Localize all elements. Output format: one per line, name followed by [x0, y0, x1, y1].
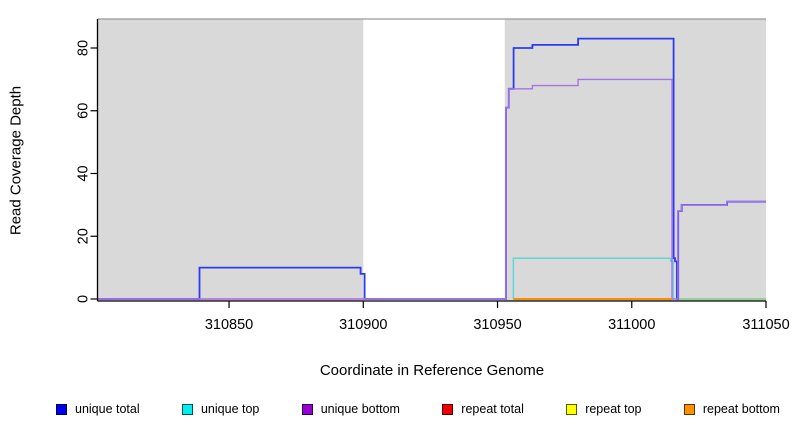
legend-swatch-unique-top: [181, 403, 193, 415]
plot-background-region-1: [504, 19, 766, 301]
legend-label: repeat bottom: [702, 402, 780, 416]
legend-swatch-repeat-bottom: [683, 403, 695, 415]
legend-label: unique top: [200, 402, 260, 416]
x-tick-label: 311000: [608, 317, 655, 333]
coverage-depth-chart: 310850 310900 310950 311000 311050 0 20 40 60 80: [76, 18, 790, 333]
x-axis-label: Coordinate in Reference Genome: [319, 362, 545, 379]
legend-swatch-unique-bottom: [301, 403, 313, 415]
legend-item-repeat-top: repeat top: [566, 402, 641, 416]
legend-label: unique total: [75, 402, 140, 416]
legend-swatch-repeat-total: [442, 403, 454, 415]
legend-item-unique-top: unique top: [181, 402, 260, 416]
legend-label: repeat top: [585, 402, 642, 416]
y-tick-label: 0: [76, 295, 92, 303]
series-unique-bottom-line: [97, 78, 766, 300]
series-unique-top-line: [512, 257, 674, 299]
legend-swatch-repeat-top: [566, 403, 578, 415]
y-tick-label: 40: [76, 165, 92, 181]
y-tick-label: 60: [76, 103, 92, 119]
legend-item-unique-bottom: unique bottom: [301, 402, 400, 416]
legend: unique total unique top unique bottom repea…: [56, 399, 780, 419]
plot-background-region-0: [97, 19, 364, 301]
x-tick-label: 310850: [205, 317, 253, 333]
y-axis-label: Read Coverage Depth: [7, 85, 25, 236]
x-tick-label: 310900: [339, 317, 387, 333]
x-tick-label: 311050: [742, 317, 789, 333]
legend-label: repeat total: [461, 402, 524, 416]
x-tick-label: 310950: [473, 317, 521, 333]
y-tick-label: 20: [76, 228, 92, 244]
legend-item-repeat-bottom: repeat bottom: [683, 402, 780, 416]
legend-swatch-unique-total: [56, 403, 67, 415]
legend-item-unique-total: unique total: [56, 402, 140, 416]
legend-label: unique bottom: [320, 402, 400, 416]
y-tick-label: 80: [76, 40, 92, 56]
legend-item-repeat-total: repeat total: [442, 402, 524, 416]
